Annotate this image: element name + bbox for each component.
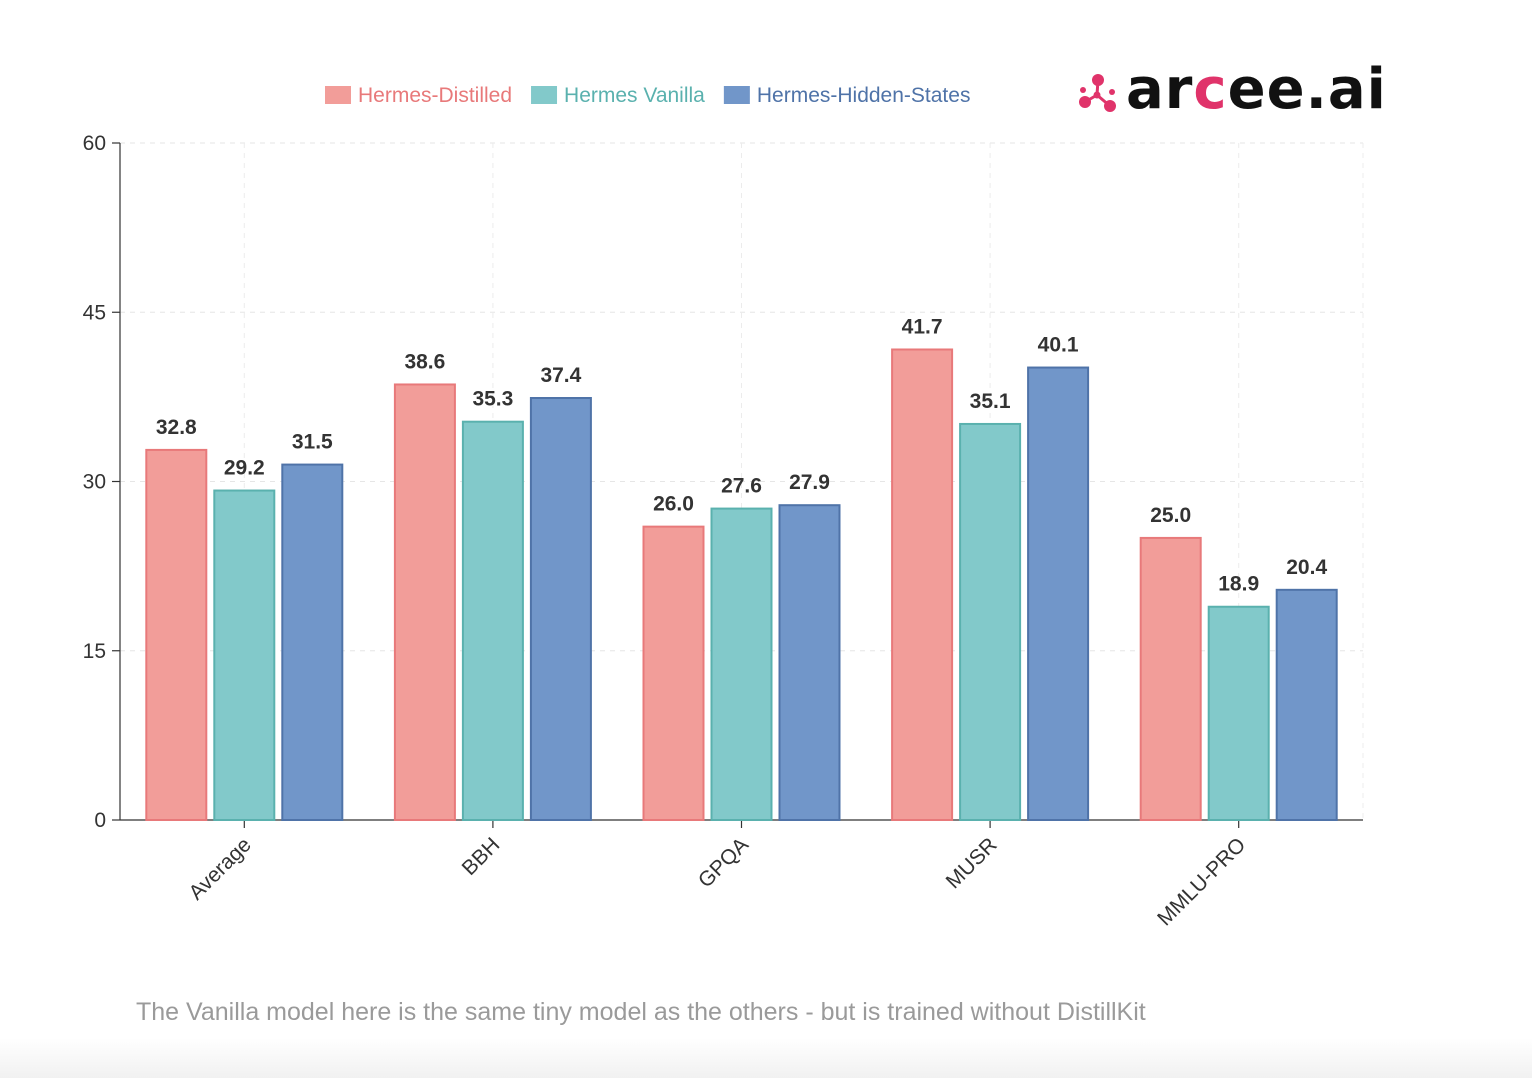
bar	[778, 504, 841, 821]
arcee-logo-wordmark: arcee.ai	[1126, 62, 1387, 118]
legend-entry: Hermes-Distilled	[358, 84, 512, 107]
bar	[1275, 588, 1338, 821]
bar	[1207, 605, 1270, 821]
bar	[891, 348, 954, 821]
data-label: 18.9	[1218, 573, 1259, 596]
footer-shade	[0, 1038, 1532, 1078]
data-label: 35.1	[970, 390, 1011, 413]
data-label: 38.6	[404, 350, 445, 373]
legend-swatch	[325, 86, 351, 104]
data-label: 41.7	[902, 315, 943, 338]
bar	[642, 525, 705, 822]
legend-swatch	[531, 86, 558, 104]
legend-swatch	[723, 86, 750, 104]
x-tick-label: GPQA	[694, 833, 753, 892]
bar	[529, 397, 592, 821]
y-tick-label: 15	[83, 640, 106, 663]
x-tick-label: Average	[185, 833, 256, 904]
x-tick-label: MMLU-PRO	[1153, 833, 1250, 930]
bar	[710, 507, 773, 821]
legend-entry: Hermes-Hidden-States	[757, 84, 971, 107]
logo-text-part-1: ar	[1126, 57, 1194, 122]
bar	[393, 383, 456, 821]
data-label: 27.6	[721, 475, 762, 498]
logo-text-accent: c	[1193, 57, 1228, 122]
y-tick-label: 60	[83, 132, 106, 155]
chart-caption: The Vanilla model here is the same tiny …	[136, 998, 1146, 1026]
data-label: 32.8	[156, 416, 197, 439]
y-tick-label: 0	[94, 809, 106, 832]
legend: Hermes-Distilled Hermes Vanilla Hermes-Hid…	[325, 84, 970, 107]
bar	[461, 420, 524, 821]
logo-text-part-2: ee.ai	[1227, 57, 1387, 122]
y-tick-label: 45	[83, 301, 106, 324]
value-labels-layer: 32.8 29.2 31.5 38.6 35.3 37.4 26.0 27.6 27.9 41.7…	[156, 315, 1328, 595]
bar	[213, 489, 276, 821]
bar	[959, 422, 1022, 821]
data-label: 40.1	[1038, 334, 1079, 357]
legend-entry: Hermes Vanilla	[564, 84, 705, 107]
bar	[1139, 536, 1202, 822]
x-tick-label: BBH	[458, 833, 505, 880]
data-label: 37.4	[540, 364, 581, 387]
data-label: 29.2	[224, 457, 265, 480]
data-label: 35.3	[472, 388, 513, 411]
bar	[1027, 366, 1090, 821]
bar	[281, 463, 344, 821]
bar	[145, 448, 208, 821]
data-label: 25.0	[1150, 504, 1191, 527]
data-label: 27.9	[789, 471, 830, 494]
arcee-logo-icon	[1079, 74, 1116, 112]
data-label: 31.5	[292, 431, 333, 454]
x-tick-label: MUSR	[942, 833, 1002, 893]
data-label: 26.0	[653, 493, 694, 516]
y-tick-label: 30	[83, 471, 106, 494]
data-label: 20.4	[1286, 556, 1327, 579]
bars-layer	[145, 348, 1338, 822]
